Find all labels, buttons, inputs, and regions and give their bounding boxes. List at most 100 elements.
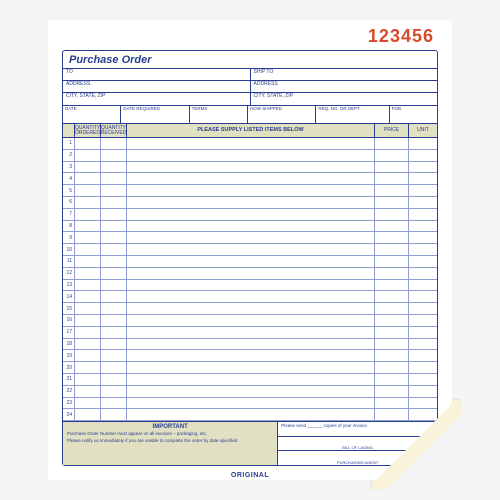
- cell-qty-ordered[interactable]: [75, 138, 101, 149]
- cell-unit[interactable]: [409, 221, 437, 232]
- cell-unit[interactable]: [409, 291, 437, 302]
- cell-unit[interactable]: [409, 232, 437, 243]
- date-field[interactable]: DATE: [63, 106, 121, 123]
- table-row[interactable]: 11: [63, 256, 437, 268]
- csz-field[interactable]: CITY, STATE, ZIP: [63, 93, 250, 105]
- table-row[interactable]: 14: [63, 291, 437, 303]
- cell-unit[interactable]: [409, 374, 437, 385]
- cell-description[interactable]: [127, 386, 375, 397]
- to-field[interactable]: TO: [63, 69, 250, 81]
- cell-qty-received[interactable]: [101, 374, 127, 385]
- fob-field[interactable]: FOB: [390, 106, 437, 123]
- cell-qty-ordered[interactable]: [75, 173, 101, 184]
- cell-qty-ordered[interactable]: [75, 268, 101, 279]
- cell-qty-received[interactable]: [101, 221, 127, 232]
- table-row[interactable]: 8: [63, 221, 437, 233]
- cell-description[interactable]: [127, 232, 375, 243]
- how-shipped-field[interactable]: HOW SHIPPED: [248, 106, 316, 123]
- cell-price[interactable]: [375, 291, 409, 302]
- table-row[interactable]: 24: [63, 409, 437, 421]
- cell-unit[interactable]: [409, 138, 437, 149]
- cell-price[interactable]: [375, 362, 409, 373]
- cell-unit[interactable]: [409, 244, 437, 255]
- cell-qty-received[interactable]: [101, 409, 127, 420]
- cell-description[interactable]: [127, 315, 375, 326]
- table-row[interactable]: 18: [63, 339, 437, 351]
- cell-unit[interactable]: [409, 315, 437, 326]
- table-row[interactable]: 15: [63, 303, 437, 315]
- cell-qty-received[interactable]: [101, 162, 127, 173]
- cell-description[interactable]: [127, 327, 375, 338]
- cell-price[interactable]: [375, 244, 409, 255]
- table-row[interactable]: 16: [63, 315, 437, 327]
- table-row[interactable]: 22: [63, 386, 437, 398]
- cell-qty-received[interactable]: [101, 315, 127, 326]
- cell-description[interactable]: [127, 244, 375, 255]
- table-row[interactable]: 4: [63, 173, 437, 185]
- cell-qty-ordered[interactable]: [75, 386, 101, 397]
- cell-qty-received[interactable]: [101, 209, 127, 220]
- cell-description[interactable]: [127, 173, 375, 184]
- cell-unit[interactable]: [409, 256, 437, 267]
- address-field[interactable]: ADDRESS: [63, 81, 250, 93]
- cell-unit[interactable]: [409, 339, 437, 350]
- cell-qty-received[interactable]: [101, 398, 127, 409]
- cell-qty-ordered[interactable]: [75, 398, 101, 409]
- cell-description[interactable]: [127, 221, 375, 232]
- cell-unit[interactable]: [409, 303, 437, 314]
- cell-qty-received[interactable]: [101, 256, 127, 267]
- table-row[interactable]: 10: [63, 244, 437, 256]
- cell-price[interactable]: [375, 315, 409, 326]
- cell-description[interactable]: [127, 409, 375, 420]
- shipto-field[interactable]: SHIP TO: [251, 69, 438, 81]
- cell-qty-ordered[interactable]: [75, 150, 101, 161]
- cell-description[interactable]: [127, 185, 375, 196]
- table-row[interactable]: 13: [63, 280, 437, 292]
- cell-qty-ordered[interactable]: [75, 374, 101, 385]
- cell-qty-ordered[interactable]: [75, 232, 101, 243]
- cell-qty-ordered[interactable]: [75, 362, 101, 373]
- cell-price[interactable]: [375, 386, 409, 397]
- cell-price[interactable]: [375, 162, 409, 173]
- cell-qty-received[interactable]: [101, 350, 127, 361]
- cell-qty-received[interactable]: [101, 150, 127, 161]
- cell-price[interactable]: [375, 327, 409, 338]
- table-row[interactable]: 5: [63, 185, 437, 197]
- cell-price[interactable]: [375, 150, 409, 161]
- cell-description[interactable]: [127, 398, 375, 409]
- cell-unit[interactable]: [409, 386, 437, 397]
- terms-field[interactable]: TERMS: [190, 106, 248, 123]
- table-row[interactable]: 3: [63, 162, 437, 174]
- cell-qty-ordered[interactable]: [75, 162, 101, 173]
- cell-qty-received[interactable]: [101, 303, 127, 314]
- table-row[interactable]: 2: [63, 150, 437, 162]
- cell-description[interactable]: [127, 303, 375, 314]
- cell-description[interactable]: [127, 350, 375, 361]
- cell-unit[interactable]: [409, 362, 437, 373]
- cell-qty-ordered[interactable]: [75, 185, 101, 196]
- cell-unit[interactable]: [409, 150, 437, 161]
- cell-qty-ordered[interactable]: [75, 409, 101, 420]
- cell-description[interactable]: [127, 197, 375, 208]
- req-no-field[interactable]: REQ. NO. OR DEPT.: [316, 106, 389, 123]
- cell-qty-ordered[interactable]: [75, 303, 101, 314]
- cell-qty-received[interactable]: [101, 291, 127, 302]
- table-row[interactable]: 20: [63, 362, 437, 374]
- cell-price[interactable]: [375, 374, 409, 385]
- table-row[interactable]: 23: [63, 398, 437, 410]
- cell-qty-ordered[interactable]: [75, 209, 101, 220]
- cell-qty-ordered[interactable]: [75, 291, 101, 302]
- cell-qty-ordered[interactable]: [75, 350, 101, 361]
- cell-unit[interactable]: [409, 350, 437, 361]
- cell-price[interactable]: [375, 350, 409, 361]
- cell-price[interactable]: [375, 173, 409, 184]
- cell-unit[interactable]: [409, 268, 437, 279]
- cell-qty-ordered[interactable]: [75, 256, 101, 267]
- cell-qty-received[interactable]: [101, 339, 127, 350]
- cell-qty-ordered[interactable]: [75, 280, 101, 291]
- cell-unit[interactable]: [409, 173, 437, 184]
- cell-unit[interactable]: [409, 209, 437, 220]
- cell-unit[interactable]: [409, 185, 437, 196]
- cell-unit[interactable]: [409, 327, 437, 338]
- cell-qty-received[interactable]: [101, 197, 127, 208]
